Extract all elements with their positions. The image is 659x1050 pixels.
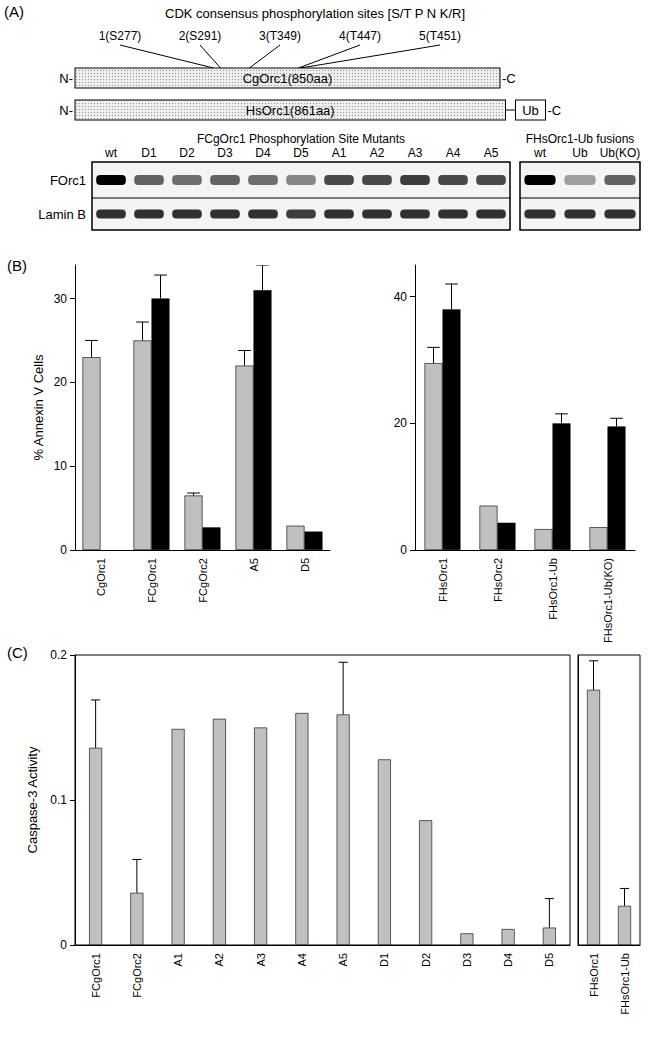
svg-text:FHsOrc1: FHsOrc1 [588,953,600,997]
svg-text:(B): (B) [7,257,27,274]
svg-text:A2: A2 [213,953,225,966]
svg-text:20: 20 [394,416,408,430]
svg-text:FHsOrc1-Ub: FHsOrc1-Ub [547,558,559,620]
svg-text:FCgOrc1: FCgOrc1 [90,953,102,998]
svg-text:Ub(KO): Ub(KO) [600,146,641,160]
svg-text:FHsOrc2: FHsOrc2 [492,558,504,602]
svg-text:wt: wt [104,146,118,160]
svg-text:FHsOrc1-Ub: FHsOrc1-Ub [619,953,631,1015]
svg-text:FCgOrc2: FCgOrc2 [131,953,143,998]
svg-text:A5: A5 [337,953,349,966]
svg-text:HsOrc1(861aa): HsOrc1(861aa) [246,103,335,118]
svg-text:D4: D4 [255,146,271,160]
svg-text:(C): (C) [7,644,28,661]
svg-text:A1: A1 [332,146,347,160]
svg-text:D5: D5 [299,558,311,572]
svg-text:D5: D5 [293,146,309,160]
svg-text:A2: A2 [370,146,385,160]
svg-text:A1: A1 [172,953,184,966]
svg-text:3(T349): 3(T349) [259,29,301,43]
svg-text:D4: D4 [502,953,514,967]
svg-text:(A): (A) [4,3,24,20]
svg-text:20: 20 [54,375,68,389]
svg-text:4(T447): 4(T447) [339,29,381,43]
svg-text:FHsOrc1-Ub fusions: FHsOrc1-Ub fusions [526,132,635,146]
svg-text:A3: A3 [408,146,423,160]
svg-text:Ub: Ub [522,103,539,118]
svg-text:0: 0 [60,938,67,952]
svg-text:A3: A3 [255,953,267,966]
svg-text:D3: D3 [461,953,473,967]
svg-text:30: 30 [54,292,68,306]
svg-text:A4: A4 [446,146,461,160]
svg-text:CgOrc1: CgOrc1 [95,558,107,596]
svg-text:CDK consensus phosphorylation: CDK consensus phosphorylation sites [S/T… [165,6,465,21]
svg-text:Ub: Ub [572,146,588,160]
svg-text:FHsOrc1: FHsOrc1 [437,558,449,602]
svg-text:D1: D1 [378,953,390,967]
svg-text:5(T451): 5(T451) [419,29,461,43]
svg-text:FCgOrc1 Phosphorylation Site M: FCgOrc1 Phosphorylation Site Mutants [197,132,405,146]
svg-text:-C: -C [548,103,562,118]
svg-text:N-: N- [59,103,73,118]
svg-text:0.2: 0.2 [50,648,67,662]
svg-text:FOrc1: FOrc1 [50,173,86,188]
svg-text:% Annexin V Cells: % Annexin V Cells [31,354,46,461]
svg-text:1(S277): 1(S277) [99,29,142,43]
svg-text:A5: A5 [484,146,499,160]
svg-text:FCgOrc2: FCgOrc2 [197,558,209,603]
svg-text:D1: D1 [141,146,157,160]
svg-text:0.1: 0.1 [50,793,67,807]
svg-text:-C: -C [502,71,516,86]
svg-text:D3: D3 [217,146,233,160]
svg-text:D2: D2 [179,146,195,160]
svg-text:2(S291): 2(S291) [179,29,222,43]
svg-text:D5: D5 [543,953,555,967]
svg-text:0: 0 [60,543,67,557]
svg-text:Caspase-3 Activity: Caspase-3 Activity [25,746,40,853]
svg-text:40: 40 [394,290,408,304]
svg-text:10: 10 [54,459,68,473]
svg-text:CgOrc1(850aa): CgOrc1(850aa) [243,71,333,86]
svg-text:0: 0 [400,543,407,557]
svg-text:A4: A4 [296,953,308,966]
svg-text:wt: wt [533,146,547,160]
svg-text:A5: A5 [248,558,260,571]
svg-text:D2: D2 [420,953,432,967]
svg-text:FCgOrc1: FCgOrc1 [146,558,158,603]
svg-text:N-: N- [59,71,73,86]
svg-text:Lamin B: Lamin B [38,207,86,222]
svg-text:FHsOrc1-Ub(KO): FHsOrc1-Ub(KO) [602,558,614,643]
